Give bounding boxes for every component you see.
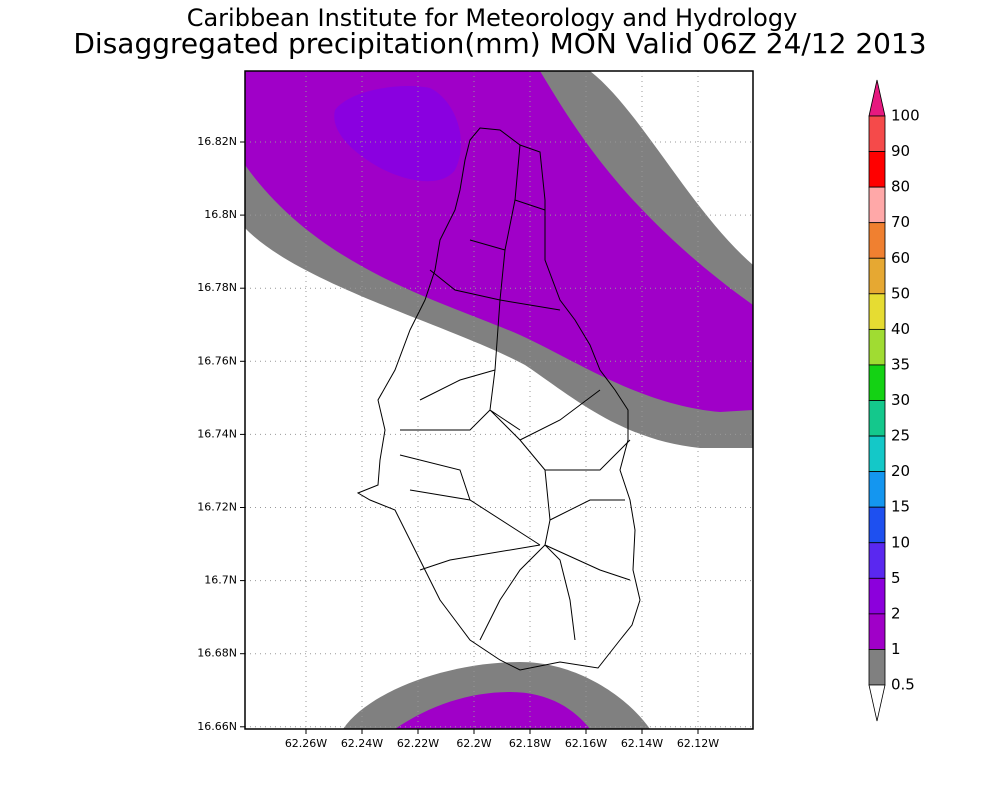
coastline: [356, 127, 641, 671]
colorbar-box: [868, 400, 886, 437]
lon-tick-label: 62.16W: [565, 737, 607, 750]
colorbar-box: [868, 577, 886, 615]
lon-tick-label: 62.18W: [509, 737, 551, 750]
colorbar-box: [868, 222, 886, 259]
precip-band-purple: [395, 692, 590, 729]
lat-tick-label: 16.72N: [197, 501, 237, 514]
lon-tick-label: 62.26W: [285, 737, 327, 750]
colorbar-label: 90: [891, 142, 910, 160]
colorbar-box: [868, 364, 886, 401]
lon-tick-label: 62.22W: [397, 737, 439, 750]
colorbar-label: 1: [891, 640, 901, 658]
subtitle: Disaggregated precipitation(mm) MON Vali…: [73, 27, 926, 60]
lon-tick-label: 62.12W: [677, 737, 719, 750]
colorbar-label: 5: [891, 569, 901, 587]
lat-tick-label: 16.78N: [197, 281, 237, 294]
colorbar-box: [868, 328, 886, 366]
colorbar-box: [868, 151, 886, 188]
river: [399, 144, 631, 641]
lat-tick-label: 16.74N: [197, 427, 237, 440]
colorbar-box: [868, 186, 886, 224]
colorbar-under: [868, 684, 886, 722]
lat-tick-label: 16.68N: [197, 647, 237, 660]
colorbar-label: 60: [891, 249, 910, 267]
lon-tick-label: 62.24W: [341, 737, 383, 750]
colorbar-box: [868, 435, 886, 473]
lat-tick-label: 16.66N: [197, 720, 237, 733]
colorbar-label: 40: [891, 320, 910, 338]
precip-band-violet: [334, 86, 461, 182]
colorbar: 100 90 80 70 60 50 40 35 30 25 20 15 10 5 2 1 0.5: [868, 79, 920, 722]
colorbar-label: 20: [891, 462, 910, 480]
colorbar-box: [868, 542, 886, 579]
colorbar-label: 10: [891, 533, 910, 551]
lat-tick-label: 16.76N: [197, 354, 237, 367]
title: Caribbean Institute for Meteorology and …: [187, 4, 798, 32]
colorbar-box: [868, 293, 886, 330]
colorbar-box: [868, 613, 886, 650]
lat-tick-label: 16.82N: [197, 135, 237, 148]
lon-tick-label: 62.14W: [621, 737, 663, 750]
colorbar-label: 70: [891, 213, 910, 231]
lon-tick-label: 62.2W: [456, 737, 491, 750]
island-outline: [356, 127, 641, 671]
colorbar-box: [868, 649, 886, 686]
colorbar-label: 25: [891, 427, 910, 445]
colorbar-box: [868, 257, 886, 295]
colorbar-box: [868, 506, 886, 544]
colorbar-label: 80: [891, 178, 910, 196]
colorbar-label: 15: [891, 498, 910, 516]
axes: 16.82N 16.8N 16.78N 16.76N 16.74N 16.72N 16.7N…: [197, 135, 719, 750]
map-frame: [244, 70, 754, 730]
colorbar-label: 50: [891, 284, 910, 302]
colorbar-label: 0.5: [891, 676, 915, 694]
precip-field: [245, 71, 753, 729]
colorbar-box: [868, 115, 886, 152]
lat-tick-label: 16.8N: [204, 208, 237, 221]
colorbar-label: 30: [891, 391, 910, 409]
colorbar-label: 35: [891, 355, 910, 373]
colorbar-box: [868, 471, 886, 508]
colorbar-label: 2: [891, 604, 901, 622]
colorbar-label: 100: [891, 107, 920, 125]
lat-tick-label: 16.7N: [204, 574, 237, 587]
